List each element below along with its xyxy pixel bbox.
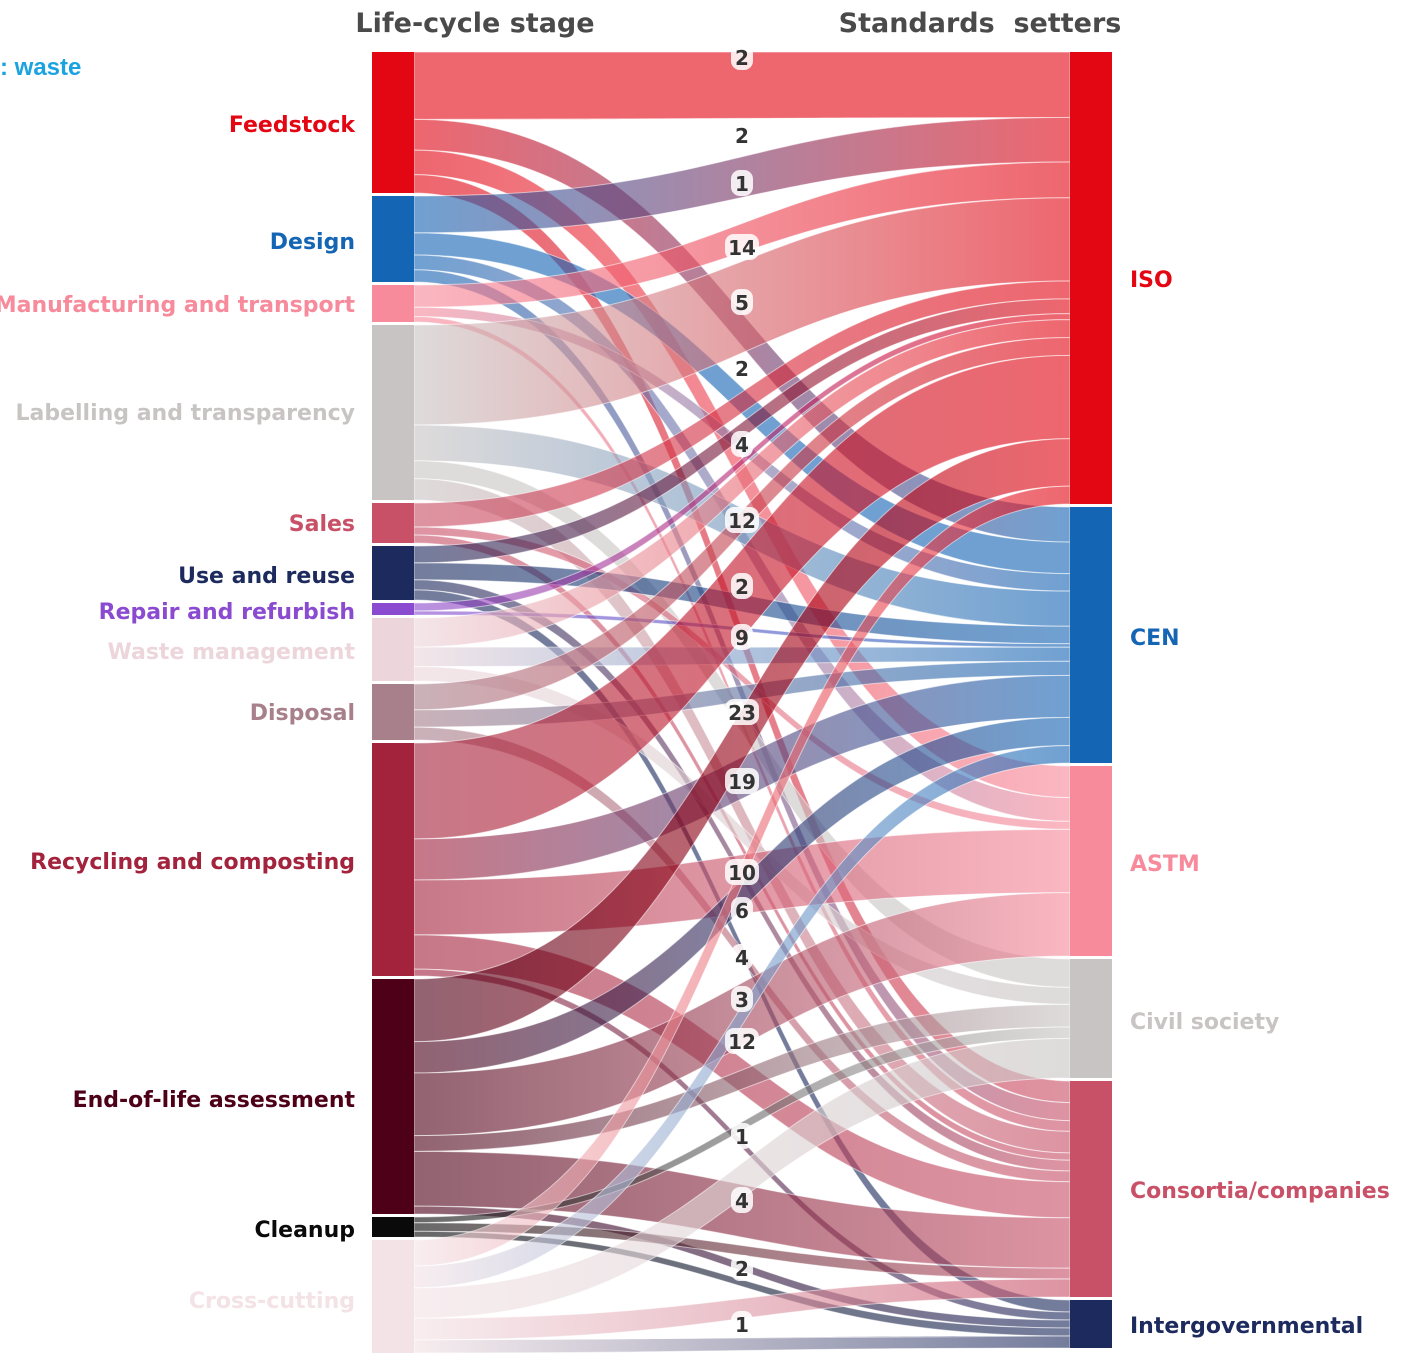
cut-off-heading-fragment: : waste — [0, 54, 82, 81]
left-label-waste: Waste management — [108, 640, 356, 665]
flow-value-label: 2 — [731, 573, 753, 599]
right-node-astm — [1070, 766, 1112, 956]
left-node-repair — [372, 603, 414, 615]
left-label-use: Use and reuse — [178, 564, 355, 589]
left-node-manufacturing — [372, 285, 414, 322]
svg-text:1: 1 — [735, 172, 749, 196]
left-node-feedstock — [372, 52, 414, 193]
left-node-design — [372, 196, 414, 282]
svg-text:3: 3 — [735, 988, 749, 1012]
flow-value-label: 12 — [725, 507, 759, 533]
left-label-repair: Repair and refurbish — [99, 600, 355, 625]
flow-value-label: 9 — [731, 624, 753, 650]
svg-text:23: 23 — [728, 701, 756, 725]
flow-value-label: 23 — [725, 699, 759, 725]
left-label-eol: End-of-life assessment — [73, 1088, 356, 1113]
left-label-sales: Sales — [289, 512, 355, 537]
left-label-disposal: Disposal — [250, 701, 355, 726]
flow-value-label: 14 — [725, 234, 759, 260]
flow-value-label: 6 — [731, 897, 753, 923]
svg-text:4: 4 — [735, 1189, 749, 1213]
svg-text:1: 1 — [735, 1125, 749, 1149]
flow-value-label: 2 — [731, 1255, 753, 1281]
flow-value-label: 1 — [731, 1123, 753, 1149]
right-label-astm: ASTM — [1130, 852, 1200, 877]
flow-value-label: 4 — [731, 1187, 753, 1213]
left-node-disposal — [372, 684, 414, 740]
svg-text:12: 12 — [728, 1030, 756, 1054]
right-label-civil: Civil society — [1130, 1010, 1279, 1035]
right-label-cen: CEN — [1130, 626, 1180, 651]
flow-value-label: 10 — [725, 859, 759, 885]
left-node-sales — [372, 503, 414, 543]
right-node-consortia — [1070, 1081, 1112, 1297]
svg-text:2: 2 — [735, 1257, 749, 1281]
left-column-title: Life-cycle stage — [355, 8, 594, 39]
svg-text:4: 4 — [735, 946, 749, 970]
flow-value-label: 19 — [725, 768, 759, 794]
right-label-iso: ISO — [1130, 268, 1173, 293]
left-node-labelling — [372, 325, 414, 500]
svg-text:19: 19 — [728, 770, 756, 794]
flow-value-label: 2 — [731, 355, 753, 381]
svg-text:6: 6 — [735, 899, 749, 923]
svg-text:4: 4 — [735, 433, 749, 457]
flow-value-label: 2 — [731, 122, 753, 148]
svg-text:12: 12 — [728, 509, 756, 533]
svg-text:2: 2 — [735, 357, 749, 381]
left-node-use — [372, 546, 414, 600]
svg-text:5: 5 — [735, 291, 749, 315]
left-node-waste — [372, 618, 414, 681]
node-bars — [372, 52, 1112, 1353]
flow-value-label: 12 — [725, 1028, 759, 1054]
left-label-manufacturing: Manufacturing and transport — [0, 293, 355, 318]
right-node-civil — [1070, 959, 1112, 1078]
left-label-cleanup: Cleanup — [254, 1218, 355, 1243]
left-node-cross — [372, 1240, 414, 1353]
svg-text:2: 2 — [735, 575, 749, 599]
node-labels: Feedstock Design Manufacturing and transpo… — [0, 113, 1390, 1339]
right-label-intergov: Intergovernmental — [1130, 1314, 1363, 1339]
svg-text:2: 2 — [735, 124, 749, 148]
left-label-feedstock: Feedstock — [229, 113, 356, 138]
right-label-consortia: Consortia/companies — [1130, 1179, 1390, 1204]
right-node-intergov — [1070, 1300, 1112, 1348]
flow-value-label: 2 — [731, 44, 753, 70]
right-node-iso — [1070, 52, 1112, 504]
left-label-labelling: Labelling and transparency — [15, 401, 355, 426]
flow-value-label: 3 — [731, 986, 753, 1012]
left-label-design: Design — [270, 230, 355, 255]
right-column-title: Standards setters — [839, 8, 1122, 39]
flow-value-label: 4 — [731, 944, 753, 970]
left-node-eol — [372, 979, 414, 1214]
left-node-cleanup — [372, 1217, 414, 1237]
flow-value-label: 1 — [731, 1311, 753, 1337]
svg-text:14: 14 — [728, 236, 756, 260]
flow-value-label: 4 — [731, 431, 753, 457]
svg-text:9: 9 — [735, 626, 749, 650]
flow-value-label: 1 — [731, 170, 753, 196]
svg-text:10: 10 — [728, 861, 756, 885]
svg-text:1: 1 — [735, 1313, 749, 1337]
left-label-recycling: Recycling and composting — [30, 850, 355, 875]
flow-value-label: 5 — [731, 289, 753, 315]
left-label-cross: Cross-cutting — [189, 1289, 355, 1314]
right-node-cen — [1070, 507, 1112, 763]
left-node-recycling — [372, 743, 414, 976]
svg-text:2: 2 — [735, 46, 749, 70]
